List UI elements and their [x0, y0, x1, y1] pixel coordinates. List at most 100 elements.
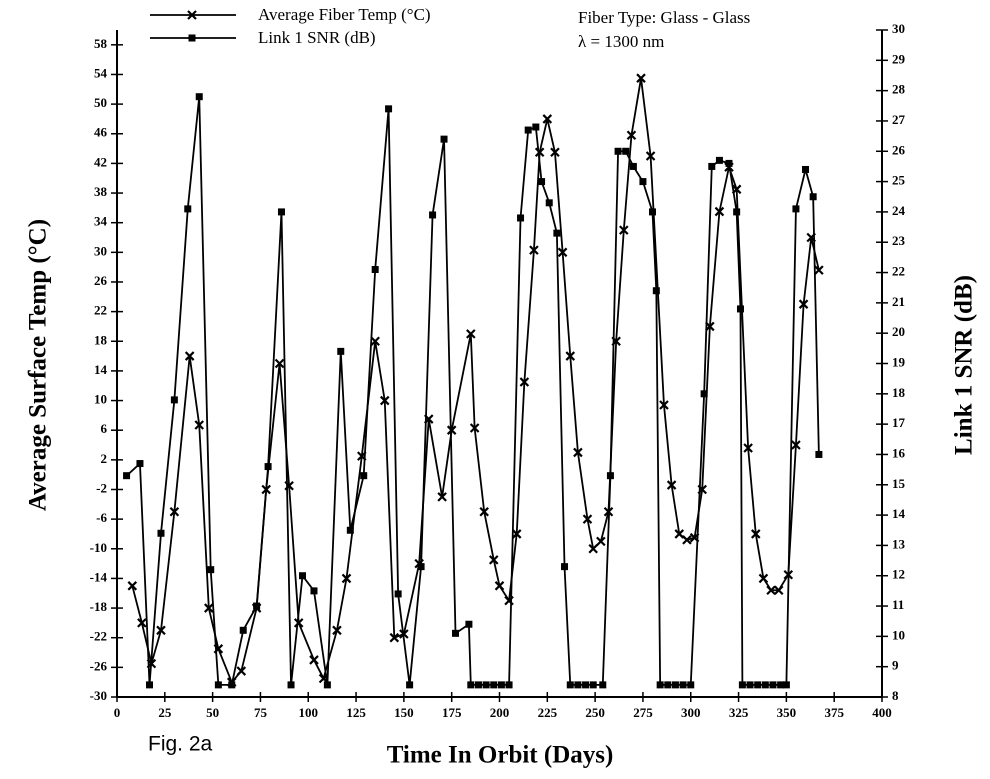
y2-tick-label: 11	[892, 597, 904, 612]
square-marker	[656, 681, 664, 689]
square-marker	[490, 681, 498, 689]
x-marker	[619, 225, 629, 235]
y-tick-label: 50	[94, 95, 107, 110]
square-marker	[346, 526, 354, 534]
y2-tick-label: 19	[892, 354, 906, 369]
square-marker	[170, 396, 178, 404]
x-marker	[766, 585, 776, 596]
x-tick-label: 0	[114, 705, 121, 720]
x-marker	[645, 151, 656, 161]
square-marker	[429, 211, 437, 219]
x-marker	[466, 329, 476, 339]
square-marker	[394, 590, 402, 598]
y-tick-label: -6	[96, 510, 107, 525]
x-marker	[682, 535, 692, 545]
x-marker	[714, 206, 725, 217]
x-marker	[137, 618, 147, 628]
x-tick-label: 100	[299, 705, 319, 720]
legend-marker	[188, 34, 196, 42]
y-tick-label: 22	[94, 303, 107, 318]
x-tick-label: 375	[824, 705, 844, 720]
y2-tick-label: 20	[892, 324, 905, 339]
square-marker	[538, 178, 546, 186]
square-marker	[532, 123, 540, 131]
y2-tick-label: 23	[892, 233, 906, 248]
square-marker	[614, 147, 622, 155]
square-marker	[214, 681, 222, 689]
x-marker	[529, 245, 539, 255]
square-marker	[136, 460, 144, 468]
x-marker	[550, 147, 560, 158]
y-tick-label: 54	[94, 65, 108, 80]
y-tick-label: -26	[90, 658, 108, 673]
x-marker	[341, 573, 352, 584]
y-tick-label: 46	[94, 125, 108, 140]
square-marker	[337, 347, 345, 355]
square-marker	[467, 681, 475, 689]
x-marker	[156, 625, 166, 636]
y-tick-label: -2	[96, 480, 107, 495]
y2-tick-label: 24	[892, 203, 906, 218]
y2-axis-title: Link 1 SNR (dB)	[951, 275, 978, 455]
y2-tick-label: 14	[892, 506, 906, 521]
x-marker	[519, 377, 530, 387]
y2-tick-label: 8	[892, 688, 899, 703]
y2-tick-label: 27	[892, 112, 906, 127]
square-marker	[649, 208, 656, 216]
square-marker	[754, 681, 762, 689]
y2-tick-label: 17	[892, 415, 906, 430]
x-marker	[534, 147, 545, 158]
x-marker	[666, 480, 677, 490]
square-marker	[715, 156, 723, 164]
square-marker	[360, 472, 368, 480]
square-marker	[553, 229, 561, 237]
x-marker	[204, 603, 214, 613]
x-marker	[573, 447, 583, 458]
square-marker	[157, 529, 165, 537]
x-marker	[479, 506, 489, 517]
x-marker	[194, 420, 205, 430]
x-marker	[274, 358, 285, 369]
x-tick-label: 275	[633, 705, 653, 720]
square-marker	[524, 126, 532, 134]
square-marker	[738, 681, 746, 689]
square-marker	[417, 563, 425, 571]
x-tick-label: 175	[442, 705, 462, 720]
square-marker	[769, 681, 777, 689]
x-tick-label: 150	[394, 705, 414, 720]
x-marker	[773, 585, 784, 596]
y2-tick-label: 12	[892, 567, 905, 582]
square-marker	[815, 450, 823, 458]
square-marker	[371, 266, 379, 274]
y-tick-label: -22	[90, 629, 107, 644]
square-marker	[287, 681, 295, 689]
y-tick-label: 34	[94, 214, 108, 229]
y2-tick-label: 26	[892, 142, 906, 157]
square-marker	[253, 602, 261, 610]
square-marker	[299, 572, 307, 580]
x-marker	[293, 618, 304, 628]
square-marker	[452, 629, 460, 637]
x-marker	[332, 625, 342, 636]
legend-label: Link 1 SNR (dB)	[258, 28, 376, 47]
x-marker	[626, 130, 637, 141]
x-marker	[674, 529, 685, 539]
y2-tick-label: 18	[892, 385, 906, 400]
square-marker	[566, 681, 574, 689]
square-marker	[582, 681, 590, 689]
x-marker	[169, 506, 180, 517]
annotation: λ = 1300 nm	[578, 32, 664, 51]
square-marker	[733, 208, 741, 216]
y-tick-label: 18	[94, 332, 108, 347]
y-tick-label: -18	[90, 599, 108, 614]
x-marker	[758, 573, 769, 584]
square-marker	[323, 681, 331, 689]
square-marker	[310, 587, 318, 595]
x-marker	[469, 423, 480, 433]
y-tick-label: 2	[101, 451, 108, 466]
square-marker	[736, 305, 744, 313]
square-marker	[123, 472, 131, 480]
square-marker	[207, 566, 215, 574]
square-marker	[700, 390, 708, 398]
y2-tick-label: 13	[892, 536, 906, 551]
